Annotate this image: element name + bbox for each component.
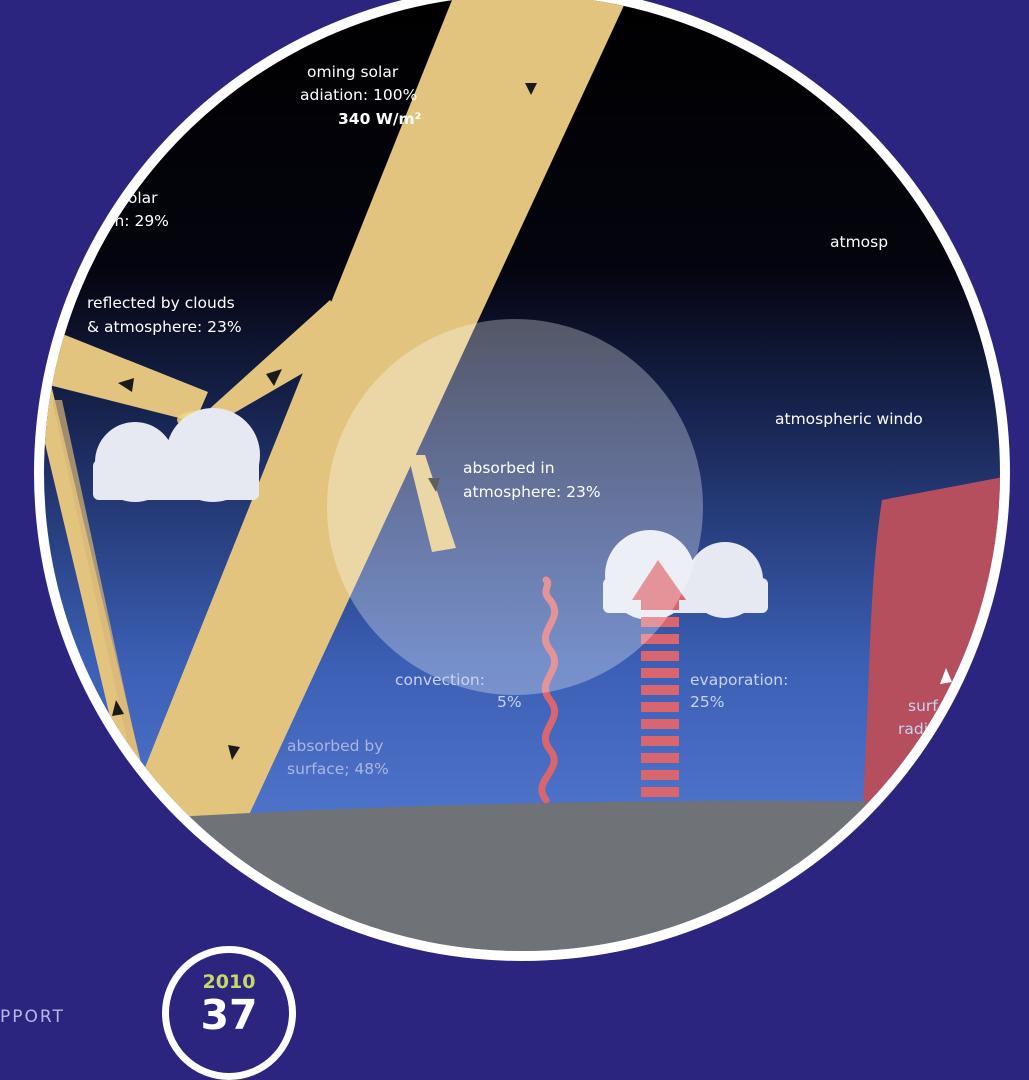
arrow-absorbed-surface-icon: [228, 745, 240, 760]
arrow-surface-radiation-icon: [940, 668, 952, 684]
evaporation-label-2: 25%: [690, 693, 724, 711]
absorbed-atmosphere-label-1: absorbed in: [463, 459, 555, 477]
convection-wave: [538, 576, 559, 804]
atmospheric-window-label: atmospheric windo: [775, 410, 923, 428]
absorbed-surface-label-2: surface; 48%: [287, 760, 389, 778]
convection-label-1: convection:: [395, 671, 485, 689]
reflected-clouds-label-2: & atmosphere: 23%: [87, 318, 242, 336]
reflected-surface-label-1: by: [85, 737, 104, 755]
incoming-solar-label-1: oming solar: [307, 63, 399, 81]
energy-budget-diagram: oming solar adiation: 100% 340 W/m² d so…: [34, 0, 1010, 961]
convection-label-2: 5%: [497, 693, 522, 711]
arrow-incoming-icon: [525, 83, 537, 95]
reflected-clouds-beam-right: [195, 300, 360, 422]
reflected-clouds-label-1: reflected by clouds: [87, 294, 235, 312]
arrow-reflected-right-icon: [266, 369, 282, 386]
reflected-surface-label-2: %: [80, 760, 95, 778]
reflected-solar-label-2: on: 29%: [105, 212, 169, 230]
incoming-solar-beam: [120, 0, 645, 830]
page-year: 2010: [202, 971, 256, 993]
arrow-reflected-left-icon: [118, 378, 134, 392]
arrow-absorbed-atm-icon: [428, 478, 440, 492]
page-number: 37: [200, 991, 258, 1039]
reflected-surface-beam-inner: [52, 400, 152, 818]
surface-radiation-label-3: 1: [955, 743, 965, 761]
magnifier-overlay: [327, 319, 703, 695]
incoming-solar-value: 340 W/m²: [338, 110, 421, 128]
page-number-badge: 2010 37: [162, 946, 296, 1080]
report-footer-text: PPORT: [0, 1007, 65, 1027]
absorbed-atmosphere-label-2: atmosphere: 23%: [463, 483, 601, 501]
incoming-solar-label-2: adiation: 100%: [300, 86, 417, 104]
cloud-left: [93, 408, 260, 502]
surface-radiation-label-1: surf: [908, 697, 938, 715]
ground-surface: [44, 800, 1000, 951]
evaporation-label-1: evaporation:: [690, 671, 788, 689]
evaporation-arrow: [632, 560, 686, 797]
absorbed-surface-label-1: absorbed by: [287, 737, 383, 755]
arrow-surface-up-icon: [112, 700, 124, 716]
absorbed-atmosphere-beam: [408, 455, 456, 552]
atmosphere-label: atmosp: [830, 233, 888, 251]
